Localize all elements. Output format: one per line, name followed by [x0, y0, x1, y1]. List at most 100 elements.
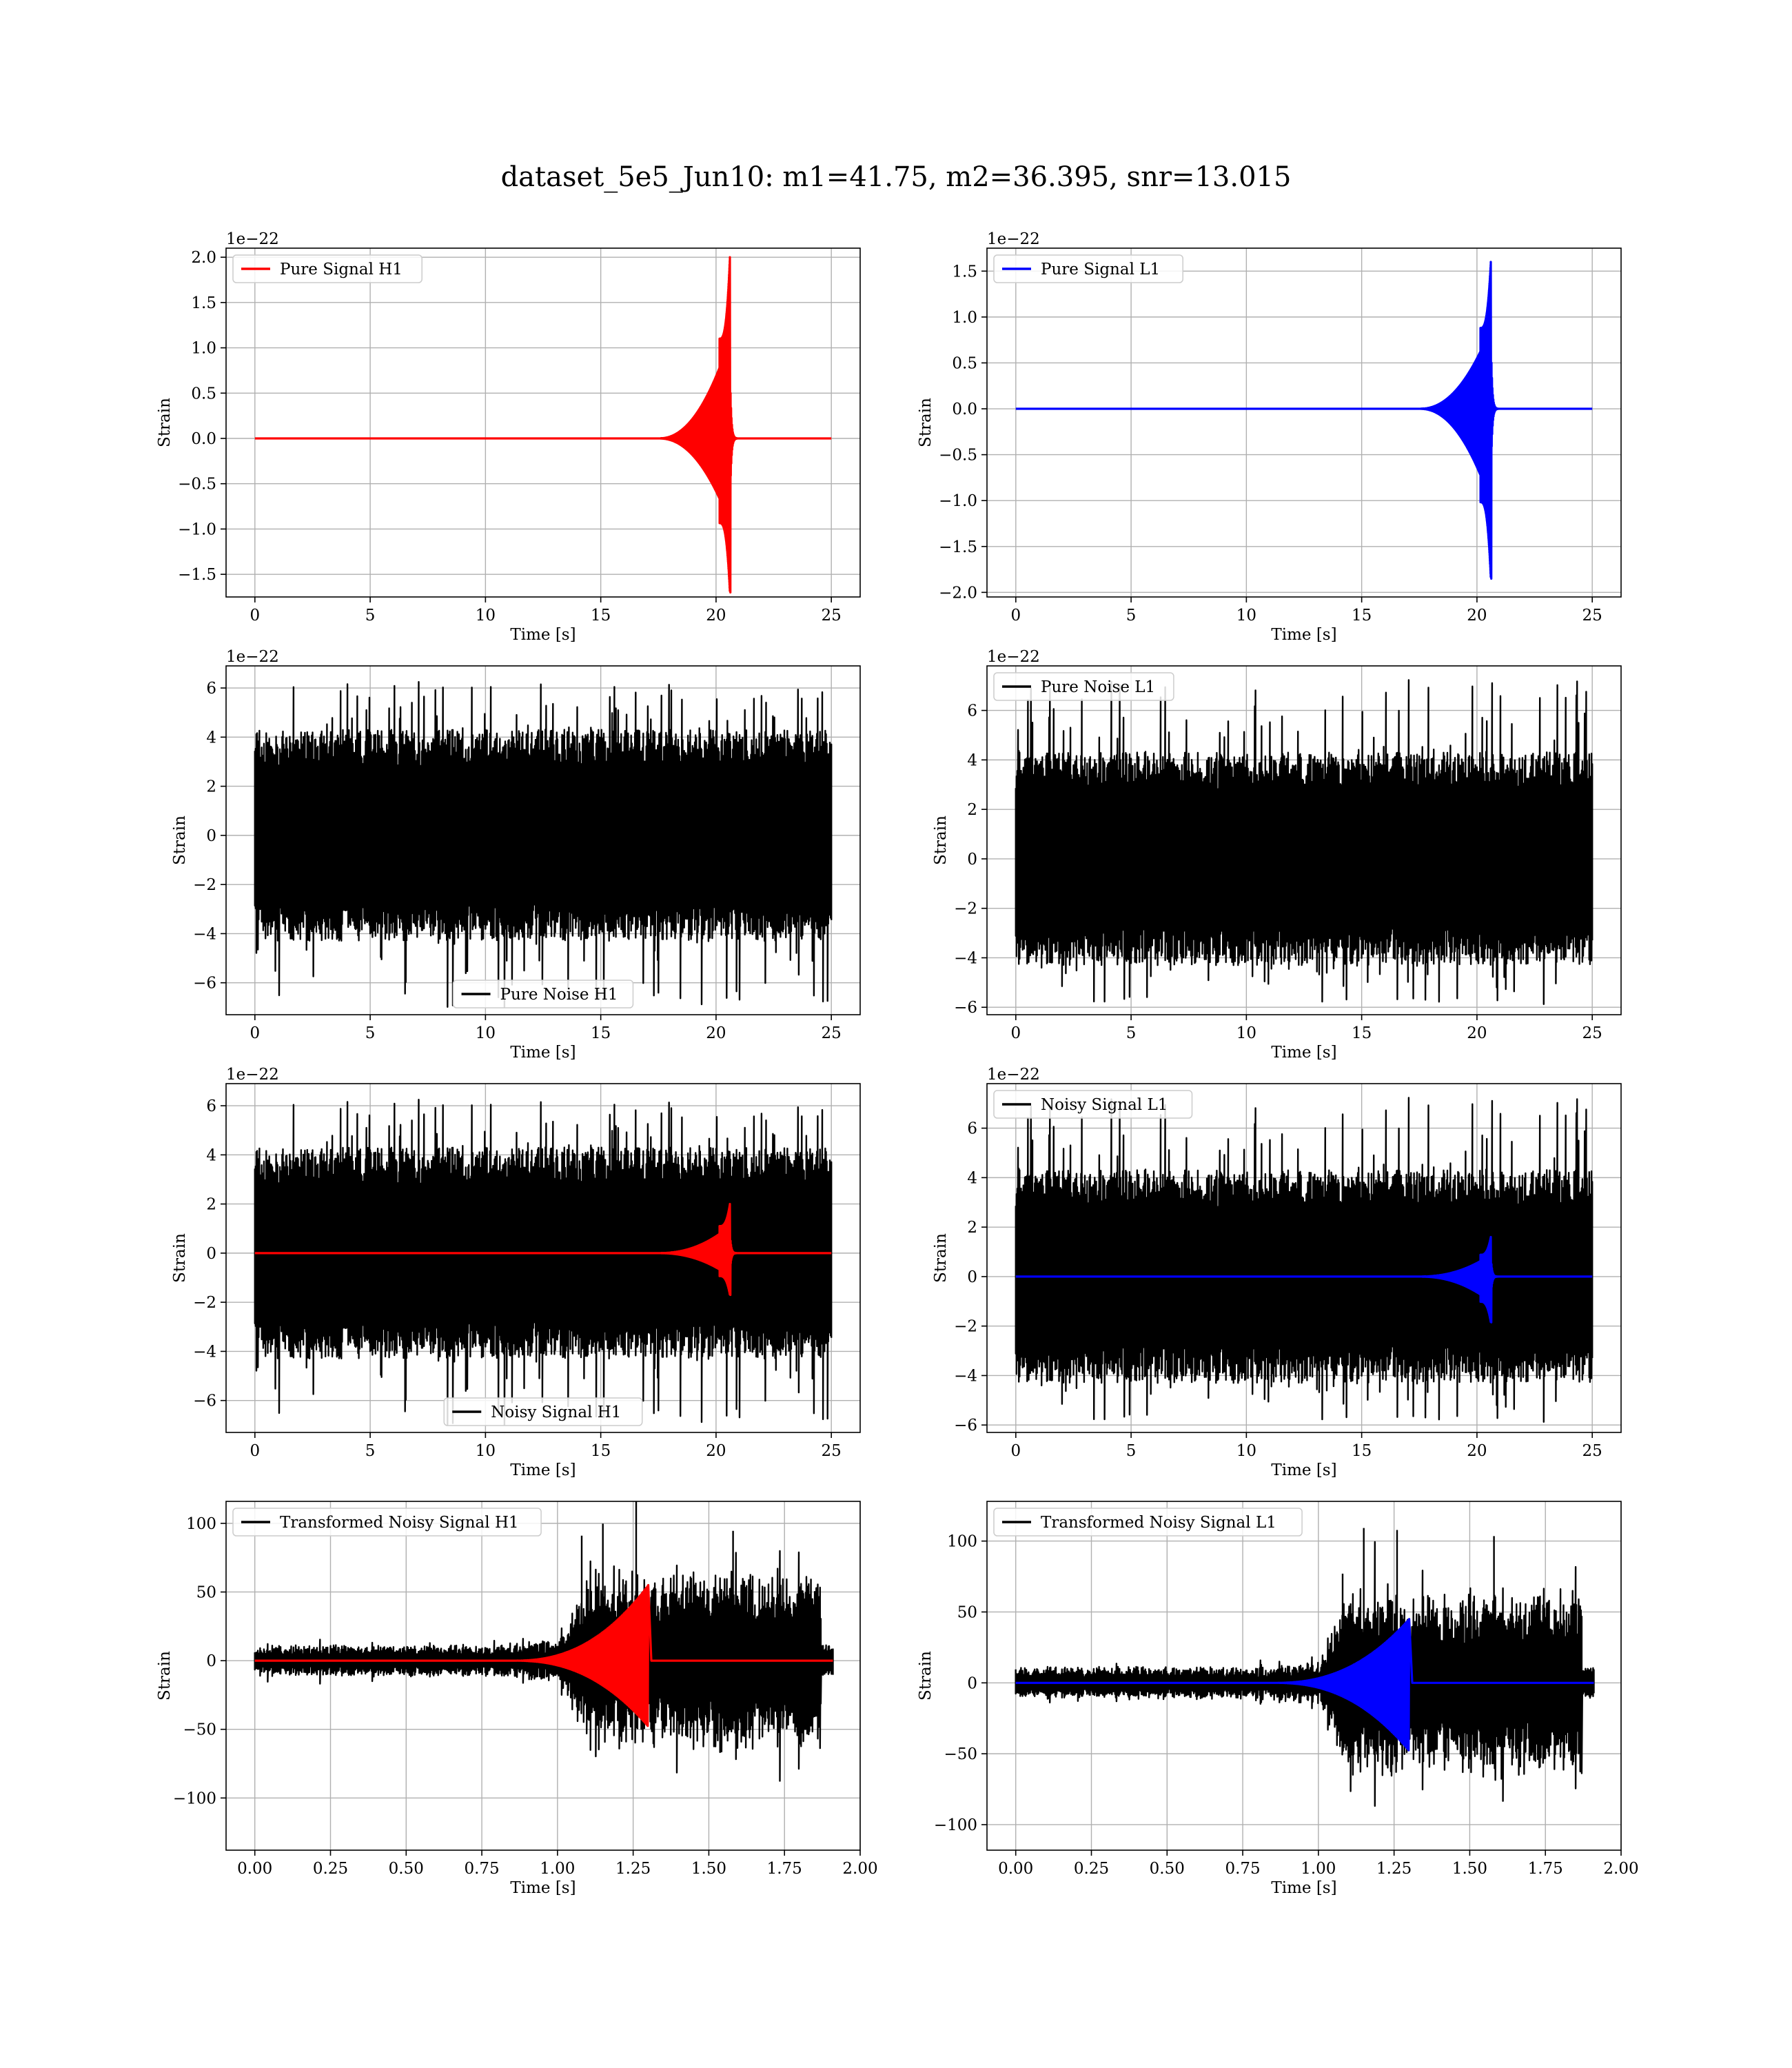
offset-text: 1e−22: [226, 1066, 279, 1084]
axes-frame: [225, 1501, 861, 1851]
y-tick-label: −100: [934, 1816, 977, 1834]
x-tick-label: 0.00: [998, 1860, 1033, 1878]
x-tick-label: 0: [250, 607, 260, 625]
y-tick-label: 6: [967, 702, 977, 720]
x-tick-label: 0.75: [464, 1860, 499, 1878]
x-axis-label: Time [s]: [1271, 626, 1336, 644]
series-transformed-noisy-signal-l1-signal-overlay: [1015, 1618, 1594, 1752]
x-tick-label: 2.00: [1603, 1860, 1638, 1878]
legend-box: [993, 672, 1174, 701]
y-tick-label: 50: [957, 1603, 977, 1621]
x-tick-label: 1.50: [1452, 1860, 1487, 1878]
legend: Transformed Noisy Signal H1: [232, 1508, 542, 1537]
x-tick-label: 20: [706, 1442, 726, 1460]
axes-frame: [986, 247, 1622, 598]
plot-area: [1015, 1097, 1594, 1423]
x-tick-label: 10: [476, 607, 496, 625]
y-tick-label: 6: [206, 1097, 216, 1115]
x-tick-label: 10: [1236, 1442, 1256, 1460]
y-tick-label: 0: [206, 1245, 216, 1263]
y-tick-label: 0.0: [952, 401, 977, 418]
series-transformed-noisy-signal-h1-signal-overlay: [254, 1583, 833, 1727]
y-tick-label: 0.5: [191, 385, 216, 403]
x-tick-label: 1.00: [540, 1860, 575, 1878]
y-tick-label: −1.0: [178, 520, 216, 538]
x-tick-label: 15: [591, 607, 611, 625]
legend-label: Transformed Noisy Signal H1: [280, 1514, 519, 1532]
subplot-pure-signal-l1: 0 5 10 15 20 25 1.5 1.0 0.5 0.0 −0.5 −1.0 −1.5 −2.0 Ti…: [917, 230, 1622, 644]
y-axis-label: Strain: [932, 1233, 950, 1283]
y-tick-label: −1.0: [939, 492, 977, 510]
offset-text: 1e−22: [226, 230, 279, 248]
legend-box: [993, 1508, 1303, 1537]
y-axis-label: Strain: [156, 1651, 174, 1701]
y-tick-label: 2.0: [191, 249, 216, 267]
x-tick-label: 20: [706, 607, 726, 625]
x-tick-label: 0.25: [313, 1860, 348, 1878]
y-tick-label: 0: [967, 1268, 977, 1286]
x-tick-label: 25: [1582, 1442, 1602, 1460]
y-tick-label: −2: [954, 900, 977, 918]
tick-labels: 0 5 10 15 20 25 2.0 1.5 1.0 0.5 0.0 −0.5 −1.0 −1.5: [178, 249, 842, 625]
y-tick-label: 1.0: [191, 340, 216, 358]
x-tick-label: 2.00: [842, 1860, 877, 1878]
series-pure-signal-l1: [1015, 261, 1593, 580]
x-axis-label: Time [s]: [1271, 1044, 1336, 1062]
y-tick-label: 2: [206, 1196, 216, 1214]
x-tick-label: 0.75: [1225, 1860, 1260, 1878]
legend-label: Pure Signal H1: [280, 261, 403, 278]
x-tick-label: 10: [1236, 607, 1256, 625]
legend-box: [452, 980, 634, 1008]
x-tick-label: 15: [591, 1442, 611, 1460]
legend-box: [232, 1508, 542, 1537]
y-axis-label: Strain: [156, 398, 174, 447]
series-pure-signal-h1: [254, 256, 832, 594]
y-tick-label: −6: [193, 1392, 216, 1410]
x-axis-label: Time [s]: [510, 1461, 576, 1479]
y-tick-label: −4: [954, 949, 977, 967]
y-axis-label: Strain: [171, 1233, 189, 1283]
y-tick-label: 4: [967, 1169, 977, 1187]
x-tick-label: 0.50: [389, 1860, 424, 1878]
x-tick-label: 0: [250, 1024, 260, 1042]
x-tick-label: 15: [1352, 607, 1372, 625]
y-tick-label: 100: [186, 1515, 216, 1533]
x-tick-label: 5: [365, 1024, 376, 1042]
x-tick-label: 1.50: [691, 1860, 726, 1878]
y-tick-label: 0.0: [191, 430, 216, 448]
y-tick-label: −4: [954, 1367, 977, 1385]
series-noisy-signal-h1-signal-overlay: [254, 1203, 832, 1297]
x-tick-label: 5: [365, 607, 376, 625]
legend-label: Pure Noise H1: [500, 986, 618, 1004]
legend-box: [993, 1090, 1193, 1119]
subplot-transformed-noisy-signal-l1: 0.00 0.25 0.50 0.75 1.00 1.25 1.50 1.75 2.00 100 5…: [917, 1501, 1639, 1897]
y-tick-label: −1.5: [178, 566, 216, 584]
legend: Noisy Signal L1: [993, 1090, 1193, 1119]
legend: Pure Noise L1: [993, 672, 1174, 701]
subplot-grid: 0 5 10 15 20 252.01.51.00.50.0−0.5−1.0−1.5Tim…: [156, 230, 1639, 1897]
series-pure-noise-l1: [1015, 679, 1594, 1005]
y-tick-label: −2.0: [939, 584, 977, 602]
y-tick-label: 4: [206, 729, 216, 747]
x-tick-label: 5: [1126, 607, 1137, 625]
x-tick-label: 25: [1582, 607, 1602, 625]
legend: Pure Noise H1: [452, 980, 634, 1008]
legend-label: Transformed Noisy Signal L1: [1041, 1514, 1276, 1532]
y-tick-label: 4: [206, 1146, 216, 1164]
subplot-transformed-noisy-signal-h1: 0.00 0.25 0.50 0.75 1.00 1.25 1.50 1.75 2.00 100 5…: [156, 1501, 878, 1897]
legend-label: Noisy Signal H1: [491, 1403, 621, 1421]
x-tick-label: 20: [706, 1024, 726, 1042]
x-tick-label: 10: [1236, 1024, 1256, 1042]
y-tick-label: −2: [193, 876, 216, 894]
series-noisy-signal-l1: [1015, 1097, 1594, 1423]
x-axis-label: Time [s]: [510, 626, 576, 644]
x-axis-label: Time [s]: [1271, 1879, 1336, 1897]
y-tick-label: 4: [967, 751, 977, 769]
plot-area: [1015, 679, 1594, 1005]
y-tick-label: −0.5: [178, 476, 216, 494]
